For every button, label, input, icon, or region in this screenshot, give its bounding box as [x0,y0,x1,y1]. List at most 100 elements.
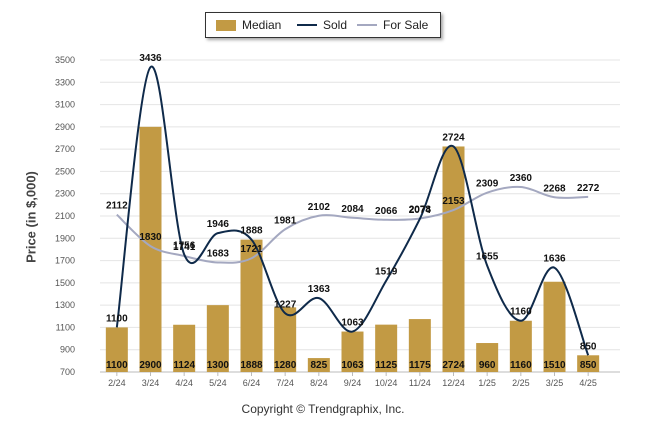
legend-for-sale-label: For Sale [383,18,429,32]
bar-median [307,358,330,372]
legend-sold-swatch [297,24,317,26]
y-tick-label: 900 [60,345,75,355]
data-label-sold: 1655 [476,252,499,263]
bar-median [442,146,465,372]
y-tick-label: 1700 [55,256,75,266]
data-label-for-sale: 1683 [207,248,230,259]
data-label-median: 2724 [442,360,465,371]
data-label-for-sale: 1981 [274,215,297,226]
data-label-median: 2900 [139,360,162,371]
x-tick-label: 1/25 [478,378,496,388]
y-tick-label: 3300 [55,77,75,87]
x-tick-label: 10/24 [375,378,398,388]
bar-median [509,320,532,372]
bar-median [476,343,499,372]
data-label-median: 1124 [173,360,195,371]
copyright: Copyright © Trendgraphix, Inc. [241,402,405,416]
data-label-median: 1888 [240,360,263,371]
data-label-sold: 1100 [106,313,128,324]
y-tick-label: 3100 [55,100,75,110]
x-tick-label: 9/24 [344,378,362,388]
data-label-for-sale: 1721 [240,244,263,255]
y-tick-label: 1500 [55,278,75,288]
x-tick-label: 2/24 [108,378,126,388]
data-label-median: 1300 [207,360,230,371]
data-label-median: 1160 [510,360,532,371]
data-label-median: 1063 [341,360,364,371]
series-line-sold [115,66,590,356]
y-tick-label: 2500 [55,166,75,176]
x-tick-label: 6/24 [243,378,261,388]
data-label-sold: 2074 [409,205,432,216]
bar-median [274,307,297,372]
legend: Median Sold For Sale [205,12,441,38]
x-tick-label: 2/25 [512,378,530,388]
x-tick-label: 11/24 [409,378,431,388]
data-label-for-sale: 2066 [375,206,398,217]
legend-median-swatch [216,20,236,31]
data-label-for-sale: 2272 [577,183,600,194]
data-label-median: 1280 [274,360,297,371]
bar-median [173,324,196,372]
x-tick-label: 4/25 [579,378,597,388]
x-tick-label: 4/24 [175,378,193,388]
data-label-sold: 2724 [442,132,465,143]
bar-median [206,305,229,372]
data-label-sold: 1946 [207,219,230,230]
y-tick-label: 700 [60,367,75,377]
data-label-sold: 1636 [543,254,566,265]
series-line-for-sale [116,185,589,264]
data-label-median: 825 [310,360,327,371]
legend-median-label: Median [242,18,282,32]
y-tick-label: 2300 [55,189,75,199]
data-label-sold: 1063 [341,318,364,329]
bar-median [375,324,398,372]
x-tick-label: 12/24 [442,378,465,388]
bar-median [105,327,128,372]
data-label-for-sale: 2112 [106,201,128,212]
data-label-median: 960 [479,360,496,371]
data-label-sold: 1888 [240,226,263,237]
x-tick-label: 7/24 [276,378,294,388]
legend-for-sale-swatch [357,24,377,26]
data-label-for-sale: 2360 [510,173,533,184]
data-label-for-sale: 2078 [409,204,432,215]
data-label-sold: 1756 [173,240,196,251]
y-axis-label: Price (in $,000) [23,171,39,263]
data-label-for-sale: 2084 [341,204,364,215]
y-tick-label: 2900 [55,122,75,132]
bar-median [408,319,431,372]
y-tick-label: 3500 [55,55,75,65]
x-tick-label: 5/24 [209,378,227,388]
data-label-sold: 1227 [274,299,297,310]
bar-median [577,355,600,372]
data-label-for-sale: 2309 [476,179,499,190]
data-label-for-sale: 2153 [442,196,465,207]
data-label-sold: 1363 [308,284,331,295]
data-label-sold: 1519 [375,267,398,278]
data-label-median: 1125 [375,360,397,371]
data-label-median: 1175 [409,360,431,371]
data-label-median: 850 [580,360,597,371]
legend-sold-label: Sold [323,18,348,32]
y-tick-label: 2700 [55,144,75,154]
data-label-sold: 3436 [139,53,162,64]
bar-median [139,126,162,372]
bar-median [240,239,263,372]
data-label-for-sale: 2102 [308,202,331,213]
bar-median [543,281,566,372]
x-tick-label: 8/24 [310,378,328,388]
data-label-for-sale: 2268 [543,183,566,194]
y-tick-label: 1300 [55,300,75,310]
y-tick-label: 2100 [55,211,75,221]
y-tick-label: 1100 [56,322,75,332]
y-tick-label: 1900 [55,233,75,243]
data-label-sold: 850 [580,341,597,352]
data-label-sold: 1160 [510,307,532,318]
bar-median [341,331,364,372]
data-label-median: 1510 [543,360,566,371]
data-label-for-sale: 1741 [173,242,196,253]
data-label-median: 1100 [106,360,128,371]
x-tick-label: 3/25 [546,378,564,388]
